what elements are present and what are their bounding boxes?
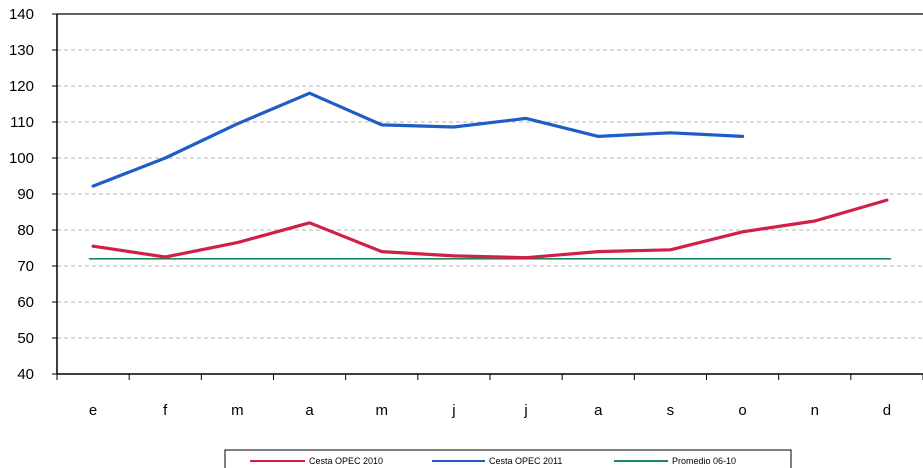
x-tick-label: j — [523, 402, 527, 419]
legend-label: Cesta OPEC 2010 — [309, 456, 383, 466]
x-tick-label: a — [594, 402, 603, 419]
series-lines — [88, 91, 892, 260]
x-tick-label: f — [163, 402, 168, 419]
legend-label: Promedio 06-10 — [672, 456, 736, 466]
series-line-cesta-opec-2010 — [91, 198, 889, 260]
x-tick-label: a — [305, 402, 314, 419]
y-tick-label: 120 — [9, 78, 34, 95]
x-tick-label: o — [738, 402, 746, 419]
y-tick-label: 70 — [17, 258, 34, 275]
x-tick-label: s — [667, 402, 675, 419]
x-tick-label: d — [883, 402, 891, 419]
y-tick-label: 40 — [17, 366, 34, 383]
y-tick-label: 60 — [17, 294, 34, 311]
series-line-cesta-opec-2011 — [91, 91, 745, 188]
y-tick-label: 100 — [9, 150, 34, 167]
legend-label: Cesta OPEC 2011 — [489, 456, 562, 466]
x-tick-label: n — [811, 402, 819, 419]
x-tick-label: j — [451, 402, 455, 419]
y-tick-label: 110 — [10, 114, 34, 131]
y-tick-label: 50 — [17, 330, 34, 347]
y-tick-label: 80 — [17, 222, 34, 239]
legend-box — [224, 449, 792, 468]
y-tick-label: 130 — [9, 42, 34, 59]
x-tick-label: m — [231, 402, 244, 419]
legend: Cesta OPEC 2010 Cesta OPEC 2011 Promedio 0… — [224, 449, 792, 468]
y-axis-ticks: 40 50 60 70 80 90 100 110 120 130 140 — [9, 6, 57, 383]
x-tick-label: m — [376, 402, 389, 419]
y-tick-label: 140 — [9, 6, 34, 23]
x-tick-label: e — [89, 402, 97, 419]
y-tick-label: 90 — [17, 186, 34, 203]
gridlines — [57, 49, 923, 339]
